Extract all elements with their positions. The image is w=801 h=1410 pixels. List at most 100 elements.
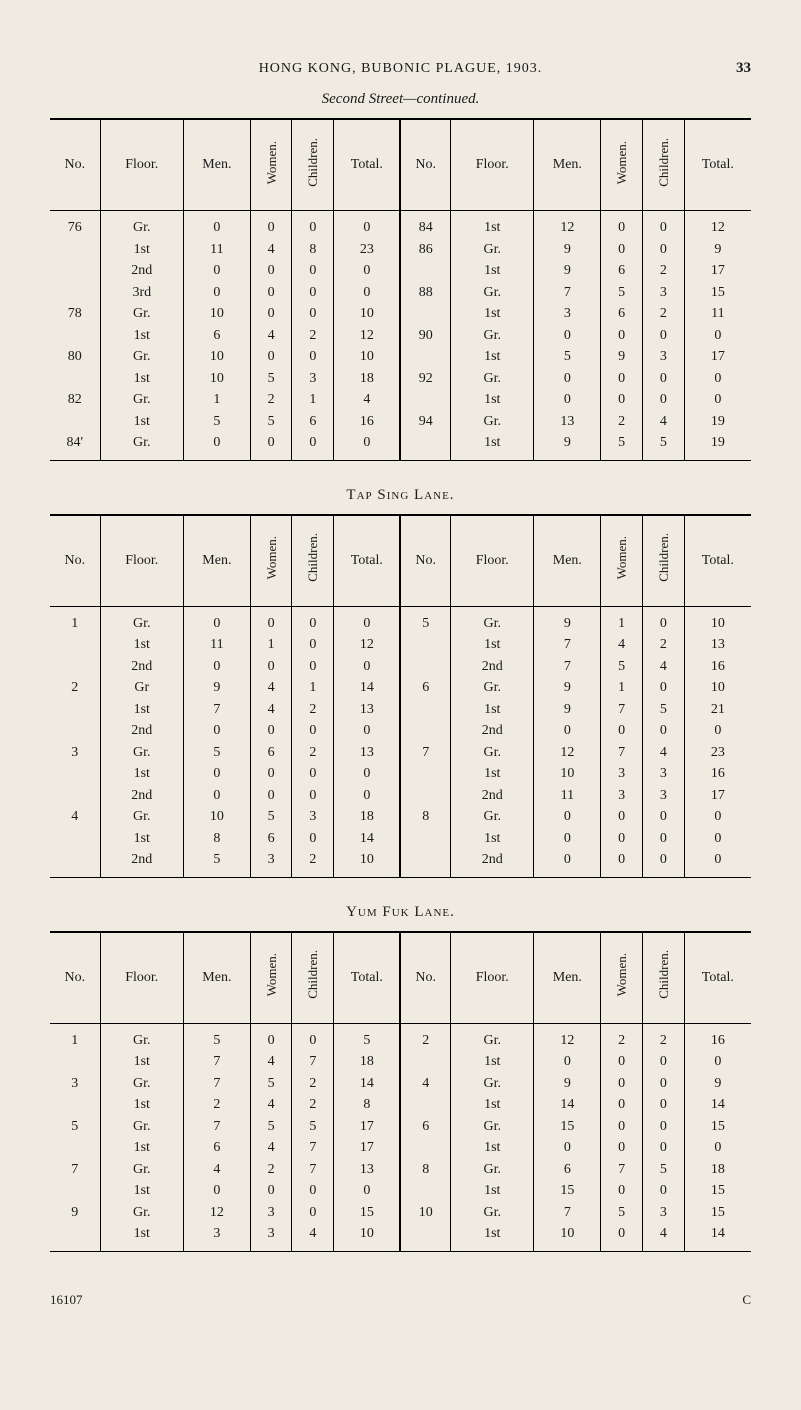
table-cell: 3	[601, 763, 643, 785]
table-cell: 88	[400, 282, 450, 304]
table-cell: Gr.	[100, 1023, 183, 1051]
table-cell	[400, 720, 450, 742]
table-cell: 0	[642, 1116, 684, 1138]
table-cell: 1	[50, 1023, 100, 1051]
table-cell: 0	[642, 606, 684, 634]
data-table: No.Floor.Men.Women.Children.Total.No.Flo…	[50, 514, 751, 878]
table-cell: 9	[684, 1073, 751, 1095]
table-cell: 0	[642, 806, 684, 828]
table-cell: 5	[601, 282, 643, 304]
table-cell: 1st	[451, 634, 534, 656]
table-cell: 0	[601, 389, 643, 411]
table-cell: 0	[601, 1094, 643, 1116]
table-cell: 1	[184, 389, 251, 411]
table-cell: 1st	[100, 1137, 183, 1159]
table-cell	[400, 656, 450, 678]
table-cell: 0	[334, 211, 401, 239]
table-row: 1st00001st150015	[50, 1180, 751, 1202]
table-row: 1st24281st140014	[50, 1094, 751, 1116]
table-cell: 16	[684, 656, 751, 678]
table-cell: 10	[684, 606, 751, 634]
table-cell: Gr.	[451, 742, 534, 764]
table-cell: 0	[534, 1051, 601, 1073]
table-cell	[400, 1094, 450, 1116]
table-row: 84'Gr.00001st95519	[50, 432, 751, 460]
col-header: Children.	[642, 119, 684, 211]
table-cell: 0	[642, 828, 684, 850]
table-cell: 2	[250, 1159, 292, 1181]
table-cell: 0	[534, 1137, 601, 1159]
table-cell: 0	[250, 432, 292, 460]
table-cell: 12	[534, 211, 601, 239]
table-cell: Gr.	[451, 1023, 534, 1051]
table-cell: 1	[601, 606, 643, 634]
table-cell: 15	[684, 1202, 751, 1224]
table-cell: 2	[400, 1023, 450, 1051]
table-cell: 14	[334, 677, 401, 699]
col-header: No.	[50, 515, 100, 607]
table-cell: 1st	[100, 411, 183, 433]
table-cell: 1	[250, 634, 292, 656]
table-cell: 0	[292, 656, 334, 678]
table-cell: 7	[292, 1137, 334, 1159]
table-cell: 3	[250, 1223, 292, 1251]
table-row: 2nd00002nd0000	[50, 720, 751, 742]
col-header: Children.	[642, 515, 684, 607]
col-header: Men.	[534, 515, 601, 607]
table-row: 2Gr941146Gr.91010	[50, 677, 751, 699]
table-cell: 0	[642, 211, 684, 239]
table-cell: Gr.	[100, 211, 183, 239]
table-cell: 7	[184, 699, 251, 721]
table-cell: 3	[50, 742, 100, 764]
table-cell: 2	[184, 1094, 251, 1116]
table-cell: 2	[292, 849, 334, 877]
table-cell: 0	[292, 432, 334, 460]
table-cell: 7	[534, 634, 601, 656]
table-cell: 9	[534, 260, 601, 282]
table-row: 1st334101st100414	[50, 1223, 751, 1251]
table-cell	[400, 828, 450, 850]
col-header: Men.	[184, 932, 251, 1024]
table-cell: 7	[534, 282, 601, 304]
table-cell: 0	[292, 1023, 334, 1051]
col-header: Floor.	[451, 119, 534, 211]
table-cell: 4	[250, 325, 292, 347]
table-cell: 1st	[451, 763, 534, 785]
col-header: Children.	[292, 932, 334, 1024]
table-cell: 0	[184, 763, 251, 785]
table-cell: 0	[292, 828, 334, 850]
table-cell: 0	[601, 1223, 643, 1251]
table-cell: 2nd	[100, 849, 183, 877]
table-cell: 4	[642, 742, 684, 764]
table-cell: 1st	[451, 260, 534, 282]
table-cell: 10	[684, 677, 751, 699]
table-cell: 92	[400, 368, 450, 390]
table-cell: 15	[684, 1180, 751, 1202]
table-cell: 0	[250, 763, 292, 785]
table-cell: 2	[292, 742, 334, 764]
table-cell	[400, 432, 450, 460]
table-cell: 16	[334, 411, 401, 433]
table-cell: 3	[250, 849, 292, 877]
table-cell: 0	[601, 1180, 643, 1202]
table-cell: Gr.	[100, 1159, 183, 1181]
table-cell: 0	[601, 325, 643, 347]
table-cell: 10	[334, 1223, 401, 1251]
table-cell: 6	[400, 677, 450, 699]
col-header: Women.	[250, 515, 292, 607]
table-row: 1st10531892Gr.0000	[50, 368, 751, 390]
table-cell: 9	[184, 677, 251, 699]
table-cell: 0	[250, 260, 292, 282]
table-cell	[50, 634, 100, 656]
table-cell: 2	[292, 699, 334, 721]
table-cell: 7	[292, 1159, 334, 1181]
table-cell: 0	[601, 1073, 643, 1095]
table-cell: 0	[642, 849, 684, 877]
table-cell: 4	[250, 1051, 292, 1073]
table-cell: 11	[184, 239, 251, 261]
table-cell: 0	[334, 282, 401, 304]
table-cell: 15	[534, 1116, 601, 1138]
table-cell: 5	[250, 1116, 292, 1138]
table-cell: 0	[601, 849, 643, 877]
table-cell: 13	[334, 1159, 401, 1181]
